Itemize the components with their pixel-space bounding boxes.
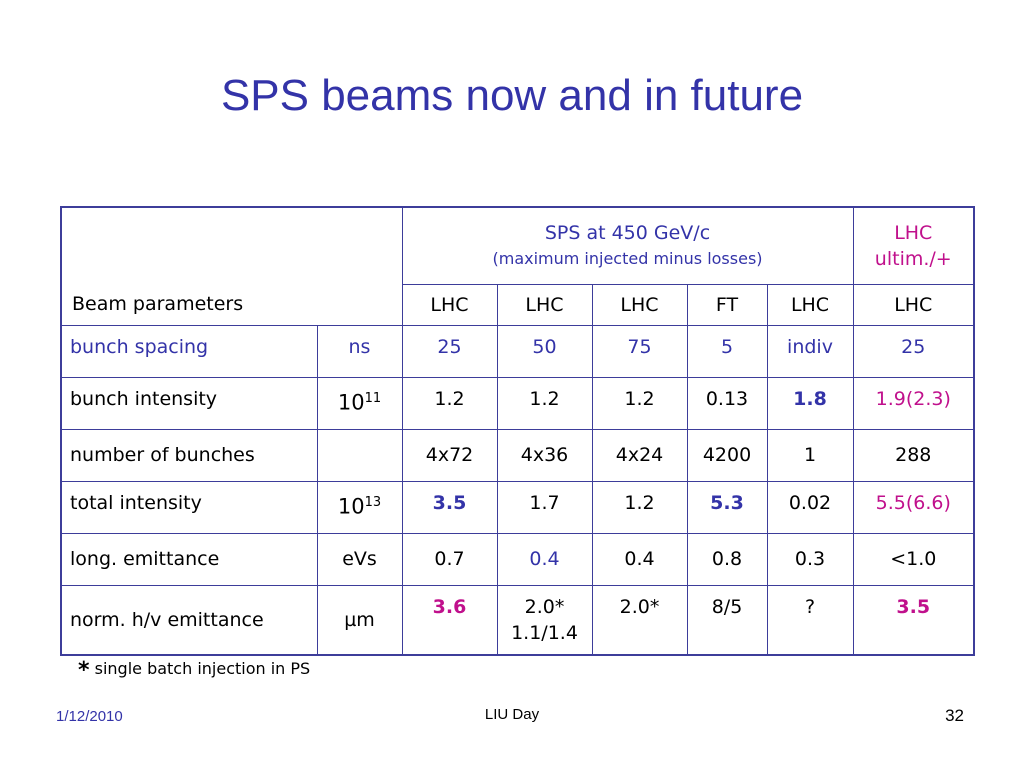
sps-group-title: SPS at 450 GeV/c (544, 221, 711, 244)
cell-value: 0.3 (766, 532, 854, 586)
table-row: number of bunches 4x72 4x36 4x24 4200 1 … (60, 428, 975, 482)
row-unit: eVs (316, 532, 403, 586)
cell-value: 0.4 (591, 532, 688, 586)
cell-value: 75 (591, 324, 688, 378)
table-row: norm. h/v emittance µm 3.6 2.0* 1.1/1.4 … (60, 584, 975, 656)
cell-value: 0.4 (496, 532, 593, 586)
cell-value: 0.02 (766, 480, 854, 534)
subcolumn-header: LHC (496, 283, 593, 326)
row-label: norm. h/v emittance (60, 584, 318, 656)
cell-value: 0.7 (401, 532, 498, 586)
cell-value: 288 (852, 428, 975, 482)
row-label: bunch intensity (60, 376, 318, 430)
table-row: bunch spacing ns 25 50 75 5 indiv 25 (60, 324, 975, 378)
cell-value: <1.0 (852, 532, 975, 586)
lhc-ultim-header: LHC ultim./+ (852, 206, 975, 285)
row-unit: 1011 (316, 376, 403, 430)
footnote-star: * (78, 658, 90, 683)
cell-value: indiv (766, 324, 854, 378)
subcolumn-header: LHC (852, 283, 975, 326)
cell-value: 3.6 (401, 584, 498, 656)
cell-value: 50 (496, 324, 593, 378)
beam-parameters-label: Beam parameters (72, 292, 244, 315)
cell-value: 4200 (686, 428, 768, 482)
cell-value: 5.5(6.6) (852, 480, 975, 534)
cell-value: 4x36 (496, 428, 593, 482)
unit-exponent: 13 (364, 494, 382, 510)
cell-value: 2.0* 1.1/1.4 (496, 584, 593, 656)
beam-parameters-header: Beam parameters (60, 206, 403, 326)
cell-value: 5 (686, 324, 768, 378)
lhc-ultim-line2: ultim./+ (874, 247, 952, 270)
cell-value: 25 (852, 324, 975, 378)
row-label: number of bunches (60, 428, 318, 482)
unit-base: 10 (337, 389, 365, 414)
cell-value-line1: 2.0* (524, 595, 565, 618)
sps-group-note: (maximum injected minus losses) (492, 248, 763, 268)
slide-title: SPS beams now and in future (220, 71, 804, 120)
cell-value: ? (766, 584, 854, 656)
footer-date: 1/12/2010 (56, 708, 123, 725)
cell-value: 1.9(2.3) (852, 376, 975, 430)
subcolumn-header: FT (686, 283, 768, 326)
table-row: total intensity 1013 3.5 1.7 1.2 5.3 0.0… (60, 480, 975, 534)
footer-center-text: LIU Day (484, 706, 540, 723)
row-label: long. emittance (60, 532, 318, 586)
footnote: * single batch injection in PS (78, 658, 310, 683)
lhc-ultim-line1: LHC (894, 221, 933, 244)
cell-value: 0.8 (686, 532, 768, 586)
row-label: bunch spacing (60, 324, 318, 378)
page-number: 32 (945, 706, 964, 725)
cell-value: 25 (401, 324, 498, 378)
row-label: total intensity (60, 480, 318, 534)
cell-value: 1 (766, 428, 854, 482)
row-unit: µm (316, 584, 403, 656)
cell-value: 3.5 (401, 480, 498, 534)
cell-value: 1.8 (766, 376, 854, 430)
cell-value: 4x72 (401, 428, 498, 482)
cell-value: 1.2 (591, 480, 688, 534)
row-unit: ns (316, 324, 403, 378)
beam-parameters-table: Beam parameters SPS at 450 GeV/c (maximu… (60, 206, 976, 656)
cell-value: 4x24 (591, 428, 688, 482)
cell-value: 1.2 (591, 376, 688, 430)
cell-value: 0.13 (686, 376, 768, 430)
unit-exponent: 11 (364, 390, 382, 406)
unit-base: 10 (337, 493, 365, 518)
subcolumn-header: LHC (766, 283, 854, 326)
row-unit (316, 428, 403, 482)
table-row: bunch intensity 1011 1.2 1.2 1.2 0.13 1.… (60, 376, 975, 430)
cell-value-line2: 1.1/1.4 (511, 621, 578, 644)
cell-value: 8/5 (686, 584, 768, 656)
cell-value: 1.2 (496, 376, 593, 430)
cell-value: 1.7 (496, 480, 593, 534)
row-unit: 1013 (316, 480, 403, 534)
cell-value: 2.0* (591, 584, 688, 656)
subcolumn-header: LHC (591, 283, 688, 326)
cell-value: 5.3 (686, 480, 768, 534)
subcolumn-header: LHC (401, 283, 498, 326)
sps-group-header: SPS at 450 GeV/c (maximum injected minus… (401, 206, 854, 285)
cell-value: 3.5 (852, 584, 975, 656)
footnote-text: single batch injection in PS (94, 659, 311, 678)
cell-value: 1.2 (401, 376, 498, 430)
table-row: long. emittance eVs 0.7 0.4 0.4 0.8 0.3 … (60, 532, 975, 586)
